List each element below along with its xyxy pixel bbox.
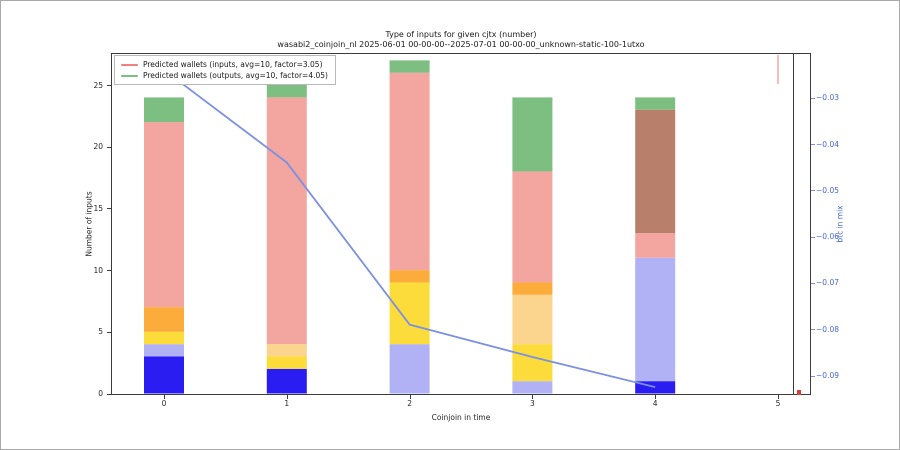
bar-segment-orange [512,282,553,295]
x-axis-tick-label: 1 [284,399,290,408]
x-axis-tick-label: 2 [407,399,412,408]
bar-segment-green [389,60,430,73]
y-axis-tick-label-right: −0.04 [816,139,839,149]
bar-segment-green [144,97,184,123]
y-axis-tickmark-left [107,146,111,148]
y-axis-tickmark-left [107,208,111,210]
y-axis-tickmark-right [811,282,815,284]
y-axis-tick-label-right: −0.07 [816,278,839,288]
bar-segment-yellow [389,282,430,345]
x-axis-tickmark [532,395,534,399]
y-axis-tickmark-right [811,375,815,377]
x-axis-tickmark [409,395,411,399]
bar-segment-periwinkle [144,344,184,357]
x-axis-tickmark [778,395,779,399]
y-axis-tick-label-left: 10 [93,265,103,275]
y-axis-tickmark-right [811,190,815,192]
bar-segment-yellow [266,356,307,369]
bar-segment-salmon [144,122,184,308]
bar-segment-blue [144,356,184,394]
y-axis-tick-label-left: 15 [93,203,103,213]
bar-segment-orange [389,270,430,283]
y-axis-tickmark-left [107,393,111,395]
y-axis-tick-label-right: −0.05 [816,185,839,195]
bar-segment-salmon [512,171,553,283]
btc-in-mix-line [163,69,656,388]
x-axis-tick-label: 5 [775,399,781,408]
bar-segment-periwinkle [512,381,553,394]
y-axis-tickmark-right [811,329,815,331]
x-axis-tick-label: 4 [652,399,658,408]
y-axis-tickmark-right [811,144,815,145]
x-axis-tickmark [164,395,165,399]
chart-subtitle: wasabi2_coinjoin_nl 2025-06-01 00-00-00-… [277,40,645,49]
y-axis-label-left: Number of inputs [84,191,94,257]
green-line-swatch-icon [121,74,138,77]
plot-area [111,53,811,395]
legend: Predicted wallets (inputs, avg=10, facto… [114,55,336,85]
chart-canvas [144,54,801,395]
bar-segment-orange [144,307,184,332]
bar-segment-yellow [512,344,553,382]
x-axis-tick-label: 3 [530,399,535,408]
right-subpanel-divider [793,53,794,395]
red-line-swatch-icon [121,63,138,66]
bar-segment-salmon [389,72,430,271]
bar-segment-brown [635,109,676,234]
bar-segment-salmon [635,233,676,258]
y-axis-tick-label-right: −0.06 [816,232,839,242]
y-axis-tick-label-right: −0.09 [816,371,839,380]
red-bottom-marker [797,390,801,395]
bar-segment-salmon [266,97,307,345]
bar-segment-green [635,97,676,110]
x-axis-tickmark [655,395,657,399]
x-axis-tickmark [286,395,288,399]
legend-item-outputs: Predicted wallets (outputs, avg=10, fact… [121,70,328,81]
bar-segment-peach [266,344,307,357]
y-axis-tickmark-left [107,331,111,333]
y-axis-tick-label-right: −0.08 [816,324,839,334]
bar-segment-green [512,97,553,172]
y-axis-tickmark-left [107,270,111,272]
bar-segment-peach [512,294,553,345]
legend-item-label: Predicted wallets (outputs, avg=10, fact… [143,71,328,80]
legend-item-inputs: Predicted wallets (inputs, avg=10, facto… [121,59,328,70]
y-axis-tick-label-left: 20 [93,142,103,152]
x-axis-label: Coinjoin in time [431,413,491,422]
y-axis-tick-label-left: 5 [98,327,103,337]
y-axis-tickmark-right [811,236,815,238]
y-axis-tick-label-right: −0.03 [816,93,839,103]
y-axis-tick-label-left: 0 [98,389,103,398]
x-axis-tick-label: 0 [161,399,167,408]
bar-segment-periwinkle [635,257,676,382]
bar-segment-periwinkle [389,344,430,394]
legend-item-label: Predicted wallets (inputs, avg=10, facto… [143,60,323,69]
y-axis-tickmark-left [107,85,111,87]
bar-segment-blue [266,368,307,394]
y-axis-tick-label-left: 25 [93,80,103,90]
bar-segment-yellow [144,331,184,345]
y-axis-tickmark-right [811,97,815,99]
chart-title: Type of inputs for given cjtx (number) [385,30,537,39]
